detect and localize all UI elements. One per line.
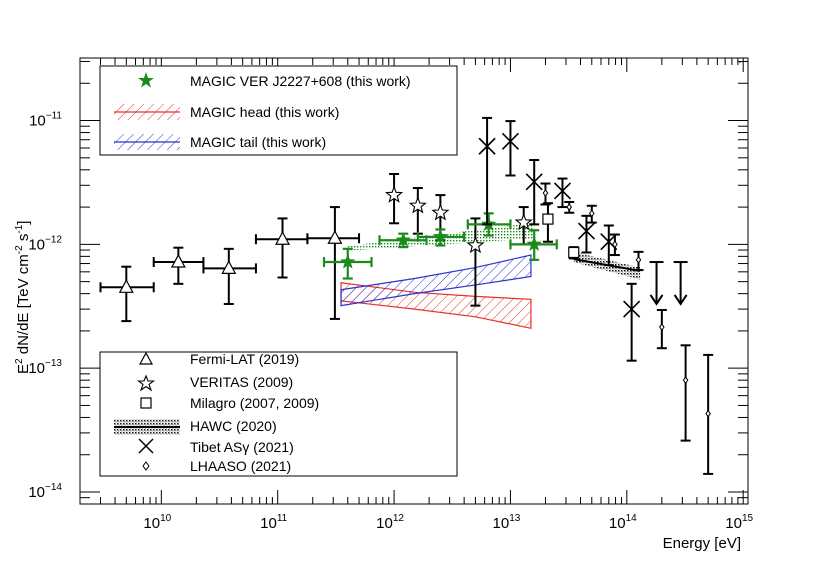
milagro-point — [542, 213, 554, 225]
upper-limit-arrow — [673, 294, 688, 306]
legend-lhaaso-diamond-icon — [142, 461, 150, 471]
lhaaso-point — [588, 209, 595, 218]
legend-veritas-star-icon — [136, 374, 156, 392]
marks-layer — [99, 116, 714, 475]
fermi-point — [327, 230, 343, 244]
tibet-point — [478, 137, 496, 155]
veritas-point — [385, 185, 404, 203]
legend-tibet-cross-icon — [138, 438, 154, 454]
x-tick-label: 1011 — [260, 513, 288, 532]
tibet-point — [553, 182, 572, 200]
y-tick-label: 10−14 — [28, 482, 62, 501]
lhaaso-point — [566, 203, 573, 211]
x-tick-label: 1012 — [376, 513, 404, 532]
bands-layer — [340, 222, 641, 330]
fermi-point — [275, 230, 291, 245]
legend-bottom: Fermi-LAT (2019) VERITAS (2009) Milagro … — [99, 351, 458, 477]
legend-bottom-box — [99, 351, 458, 477]
band-magic-tail-this-work- — [340, 254, 532, 307]
magic-point — [395, 232, 412, 247]
legend-top: MAGIC VER J2227+608 (this work) MAGIC he… — [99, 65, 458, 156]
lhaaso-point — [635, 255, 642, 264]
y-axis-label: E2 dN/dE [TeV cm-2 s-1] — [14, 221, 32, 374]
x-tick-label: 1010 — [143, 513, 171, 532]
fermi-point — [170, 253, 186, 268]
legend-veritas-label: VERITAS (2009) — [190, 374, 293, 390]
axis-ticks — [79, 58, 748, 505]
y-tick-labels: 10−14 10−13 10−12 10−11 — [28, 111, 62, 501]
y-tick-label: 10−11 — [29, 111, 62, 130]
legend-hawc-label: HAWC (2020) — [190, 418, 277, 434]
tibet-point — [501, 132, 520, 150]
y-tick-label: 10−13 — [28, 358, 62, 377]
legend-tail-label: MAGIC tail (this work) — [190, 134, 326, 150]
lhaaso-point — [682, 376, 689, 385]
corner-dot — [739, 61, 741, 63]
x-tick-label: 1013 — [493, 513, 521, 532]
lhaaso-point — [542, 189, 549, 197]
legend-lhaaso-label: LHAASO (2021) — [190, 458, 291, 474]
x-tick-labels: 1010 1011 1012 1013 1014 1015 — [143, 513, 753, 532]
fermi-point — [221, 260, 237, 274]
legend-fermi-label: Fermi-LAT (2019) — [190, 351, 299, 367]
veritas-point — [431, 203, 450, 221]
upper-limit-arrow — [649, 294, 664, 306]
lhaaso-point — [612, 240, 618, 249]
lhaaso-point — [659, 323, 665, 331]
magic-point — [432, 228, 449, 244]
milagro-point — [568, 246, 580, 259]
legend-fermi-triangle-icon — [138, 351, 154, 365]
legend-magic-label: MAGIC VER J2227+608 (this work) — [190, 73, 411, 89]
veritas-point — [408, 196, 427, 214]
plot-frame — [79, 57, 749, 505]
legend-tibet-label: Tibet ASγ (2021) — [190, 439, 294, 455]
legend-head-label: MAGIC head (this work) — [190, 104, 339, 120]
veritas-point — [466, 235, 485, 254]
x-axis-label: Energy [eV] — [663, 535, 741, 552]
tibet-point — [623, 300, 641, 318]
fermi-point — [118, 279, 134, 293]
legend-milagro-square-icon — [140, 397, 152, 409]
magic-point — [339, 253, 356, 269]
y-tick-label: 10−12 — [28, 234, 62, 253]
legend-magic-star-icon — [138, 72, 154, 88]
x-tick-label: 1014 — [609, 513, 637, 532]
legend-milagro-label: Milagro (2007, 2009) — [190, 395, 319, 411]
lhaaso-point — [705, 409, 711, 418]
tibet-point — [577, 222, 596, 240]
x-tick-label: 1015 — [725, 513, 753, 532]
magic-point — [526, 236, 543, 252]
veritas-point — [514, 213, 533, 231]
tibet-point — [525, 173, 543, 191]
